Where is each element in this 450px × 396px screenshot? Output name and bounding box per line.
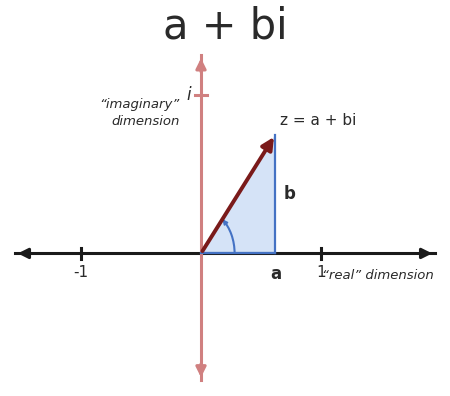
Text: a + bi: a + bi — [163, 6, 287, 48]
Text: -1: -1 — [73, 265, 89, 280]
Text: i: i — [187, 86, 191, 104]
Text: a: a — [270, 265, 281, 282]
Text: “real” dimension: “real” dimension — [322, 269, 434, 282]
Polygon shape — [201, 135, 275, 253]
Text: 1: 1 — [316, 265, 326, 280]
Text: z = a + bi: z = a + bi — [280, 113, 356, 128]
Text: b: b — [284, 185, 296, 203]
Text: “imaginary”
dimension: “imaginary” dimension — [99, 98, 180, 128]
